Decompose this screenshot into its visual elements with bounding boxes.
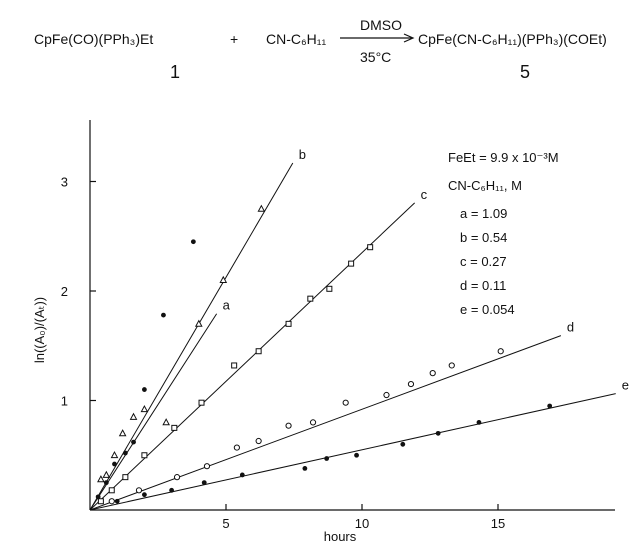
data-point-b (110, 450, 119, 459)
reactant-2-formula: CN-C₆H₁₁ (266, 31, 326, 47)
product-formula: CpFe(CN-C₆H₁₁)(PPh₃)(COEt) (418, 31, 607, 47)
series-label-c: c (421, 187, 428, 202)
data-point-e (354, 452, 359, 458)
data-point-d (497, 348, 504, 355)
fit-line-c (89, 202, 416, 511)
data-point-d (429, 370, 436, 377)
data-point-d (135, 487, 143, 494)
series-d: d (89, 320, 574, 511)
x-tick-label: 15 (491, 516, 505, 531)
data-point-d (255, 437, 262, 445)
data-point-d (173, 474, 181, 481)
data-point-b (97, 475, 105, 483)
data-point-c (171, 424, 178, 431)
product-number: 5 (520, 62, 530, 82)
data-point-b (194, 319, 203, 327)
series-label-b: b (299, 147, 306, 162)
x-axis-label: hours (324, 529, 357, 543)
data-point-c (198, 399, 205, 406)
data-point-e (169, 487, 175, 493)
reaction-solvent: DMSO (360, 17, 402, 33)
legend-concentration: FeEt = 9.9 x 10⁻³M (448, 150, 559, 165)
fit-line-b (89, 162, 294, 511)
data-point-d (407, 380, 415, 388)
legend-entry-b: b = 0.54 (460, 230, 507, 245)
data-point-d (383, 391, 390, 399)
data-point-b (219, 275, 228, 283)
fit-line-d (89, 335, 562, 511)
data-point-c (122, 474, 129, 481)
data-point-b (102, 470, 111, 478)
data-point-d (342, 399, 349, 406)
series-label-d: d (567, 320, 574, 335)
legend-entry-e: e = 0.054 (460, 302, 515, 317)
data-point-b (118, 429, 127, 437)
data-point-e (435, 430, 441, 436)
series-label-e: e (622, 378, 629, 393)
data-point-a (190, 239, 196, 245)
series-c: c (89, 187, 428, 511)
data-point-e (547, 403, 553, 409)
data-point-d (108, 498, 115, 505)
data-point-e (142, 492, 147, 498)
data-point-d (203, 463, 211, 470)
data-point-c (141, 452, 148, 459)
data-point-e (239, 472, 245, 478)
y-tick-label: 3 (61, 175, 68, 190)
data-point-e (324, 456, 330, 461)
y-axis-label: ln((A₀)/(Aₜ)) (32, 297, 47, 363)
legend-entry-d: d = 0.11 (460, 278, 506, 293)
data-point-c (231, 362, 238, 369)
legend-header: CN-C₆H₁₁, M (448, 178, 522, 193)
legend-entry-a: a = 1.09 (460, 206, 507, 221)
x-tick-label: 5 (222, 516, 229, 531)
data-point-b (257, 204, 266, 212)
reaction-temperature: 35°C (360, 49, 391, 65)
plus-sign: + (230, 31, 238, 47)
axis-ticks: 5 10 15 1 2 3 (61, 175, 505, 532)
data-point-c (108, 487, 115, 494)
series-e: e (89, 378, 629, 511)
data-point-d (233, 444, 240, 451)
data-point-e (400, 441, 406, 447)
data-point-a (131, 439, 136, 445)
reactant-1-formula: CpFe(CO)(PPh₃)Et (34, 31, 153, 47)
reaction-arrow-head-icon (403, 33, 415, 43)
data-point-a (161, 312, 166, 318)
data-point-c (348, 260, 355, 267)
legend-entry-c: c = 0.27 (460, 254, 507, 269)
data-point-e (201, 480, 207, 486)
data-point-b (162, 418, 170, 426)
data-point-e (302, 465, 308, 471)
x-tick-label: 10 (355, 516, 369, 531)
data-point-b (129, 412, 138, 420)
data-point-d (309, 419, 317, 426)
y-tick-label: 2 (61, 284, 68, 299)
data-point-c (97, 498, 104, 505)
data-point-c (307, 295, 314, 302)
data-point-e (114, 498, 120, 504)
data-point-c (367, 244, 374, 251)
series-a: a (89, 239, 231, 511)
data-point-c (285, 320, 292, 327)
data-point-d (448, 362, 455, 369)
data-point-b (140, 405, 149, 413)
series-label-a: a (223, 298, 231, 313)
fit-line-e (89, 393, 616, 511)
y-tick-label: 1 (61, 394, 68, 409)
data-point-d (285, 422, 292, 429)
data-point-e (476, 420, 482, 425)
data-point-c (326, 285, 333, 292)
fit-line-a (89, 313, 218, 511)
data-point-a (142, 387, 147, 392)
data-series: a b c d e (89, 147, 629, 511)
data-point-c (255, 348, 262, 355)
reactant-1-number: 1 (170, 62, 180, 82)
series-b: b (89, 147, 306, 511)
